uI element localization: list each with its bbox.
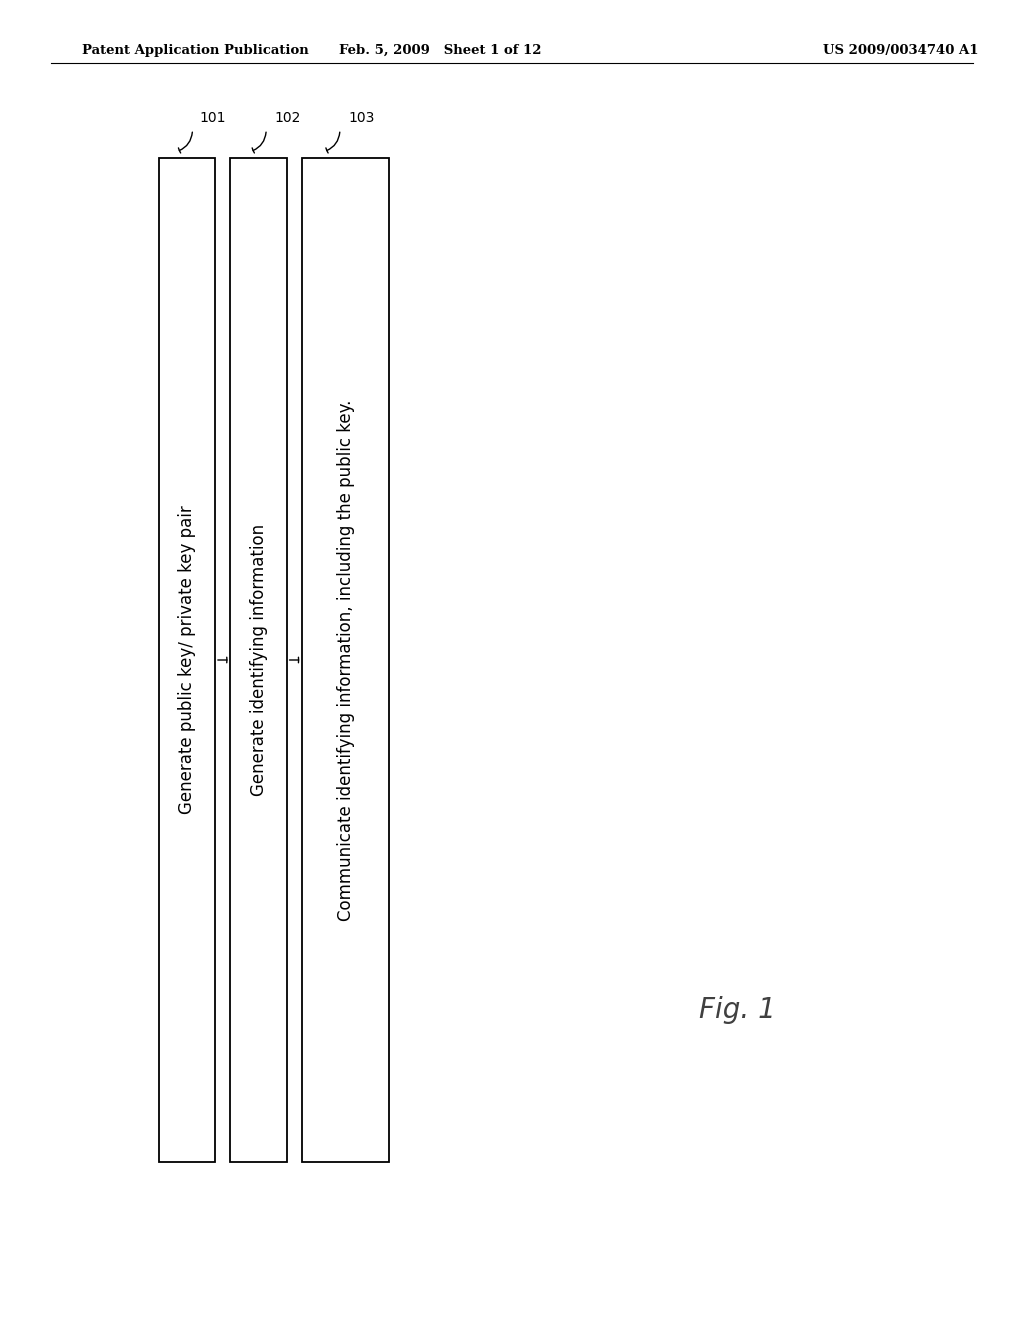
Text: 101: 101: [200, 111, 226, 125]
Bar: [159, 158, 215, 1162]
Text: Generate identifying information: Generate identifying information: [250, 524, 267, 796]
Text: Generate public key/ private key pair: Generate public key/ private key pair: [178, 506, 196, 814]
Text: Feb. 5, 2009   Sheet 1 of 12: Feb. 5, 2009 Sheet 1 of 12: [339, 44, 542, 57]
Bar: [230, 158, 287, 1162]
Text: Patent Application Publication: Patent Application Publication: [82, 44, 308, 57]
Text: 102: 102: [274, 111, 301, 125]
Text: Communicate identifying information, including the public key.: Communicate identifying information, inc…: [337, 400, 354, 920]
Bar: [302, 158, 389, 1162]
Text: US 2009/0034740 A1: US 2009/0034740 A1: [823, 44, 979, 57]
Text: 103: 103: [348, 111, 375, 125]
Text: Fig. 1: Fig. 1: [699, 995, 775, 1024]
